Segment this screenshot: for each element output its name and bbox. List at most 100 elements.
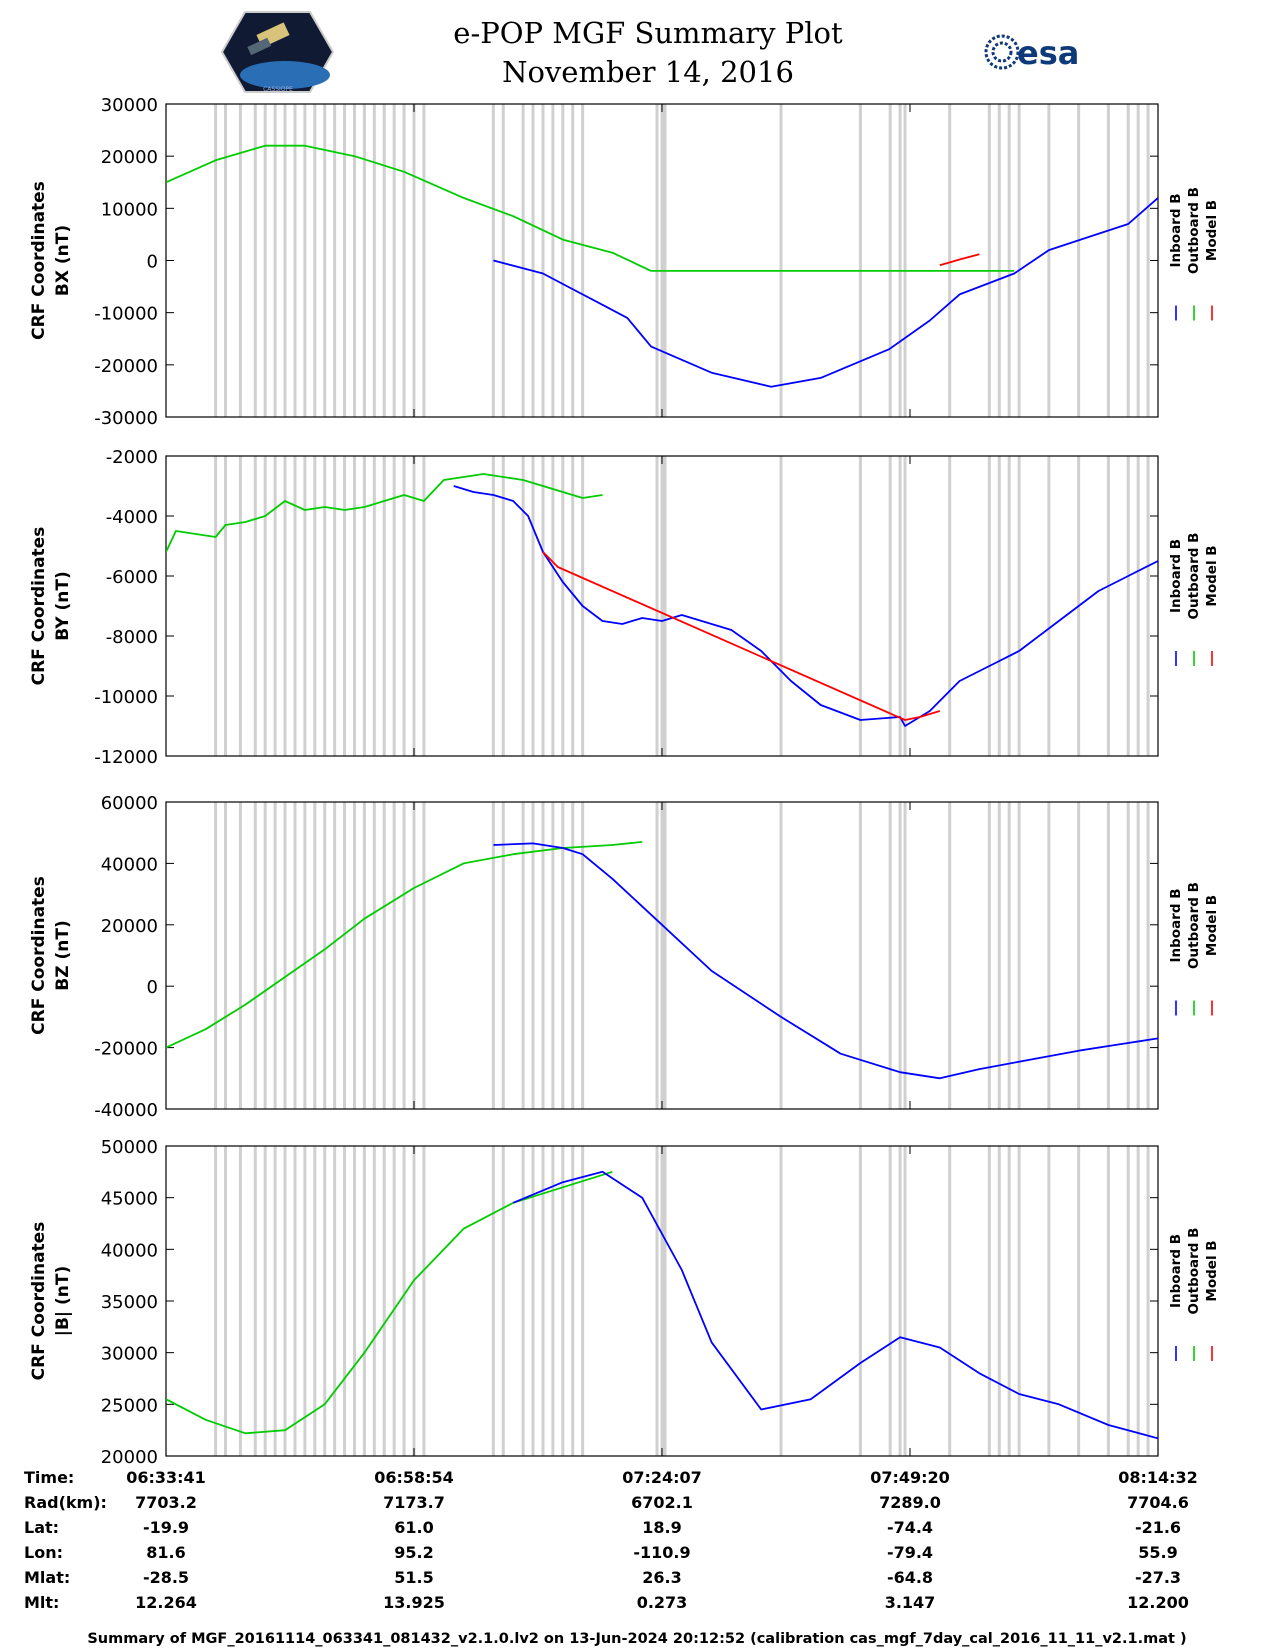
info-row-value: -79.4 [887, 1543, 933, 1562]
mission-logo-text: CASSIOPE [263, 86, 293, 93]
data-gap-band [521, 802, 525, 1109]
data-gap-band [660, 104, 664, 417]
y-tick-label: 50000 [101, 1137, 158, 1158]
legend-label: Model B [1204, 895, 1220, 956]
data-gap-band [1106, 802, 1110, 1109]
data-gap-band [663, 104, 667, 417]
info-row-value: 6702.1 [631, 1493, 693, 1512]
y-tick-label: -12000 [94, 747, 158, 768]
data-gap-band [551, 1146, 555, 1456]
legend: Inboard B Outboard B Model B [1168, 187, 1220, 321]
y-tick-label: -20000 [94, 356, 158, 377]
data-gap-band [402, 104, 406, 417]
data-gap-band [214, 104, 218, 417]
data-gap-band [903, 1146, 907, 1456]
data-gap-band [392, 802, 396, 1109]
data-gap-band [655, 104, 659, 417]
y-tick-label: -10000 [94, 304, 158, 325]
data-gap-band [214, 456, 218, 756]
data-gap-band [1047, 802, 1051, 1109]
y-tick-label: -8000 [106, 627, 158, 648]
info-row-label: Time: [24, 1468, 74, 1487]
data-gap-band [903, 802, 907, 1109]
data-gap-band [898, 802, 902, 1109]
info-row-label: Mlat: [24, 1568, 70, 1587]
data-gap-band [224, 104, 228, 417]
info-row-value: 61.0 [394, 1518, 433, 1537]
data-gap-band [323, 802, 327, 1109]
info-row-value: -110.9 [633, 1543, 690, 1562]
data-gap-band [531, 104, 535, 417]
data-gap-band [273, 104, 277, 417]
data-gap-band [422, 1146, 426, 1456]
info-row-label: Rad(km): [24, 1493, 107, 1512]
data-gap-band [1007, 456, 1011, 756]
data-gap-band [392, 104, 396, 417]
data-gap-band [283, 1146, 287, 1456]
y-axis-unit-label: BX (nT) [53, 225, 73, 296]
data-gap-band [1077, 104, 1081, 417]
data-gap-band [412, 104, 416, 417]
panel-4: 50000 45000 40000 35000 30000 25000 20000 CRF C… [29, 1137, 1220, 1468]
info-row-value: 81.6 [146, 1543, 185, 1562]
y-tick-label: 0 [147, 252, 158, 273]
info-row-value: -19.9 [143, 1518, 189, 1537]
data-gap-bands [214, 104, 1150, 417]
data-gap-band [571, 1146, 575, 1456]
legend-label: Model B [1204, 200, 1220, 261]
y-axis-unit-label: BY (nT) [53, 571, 73, 641]
y-tick-label: 35000 [101, 1292, 158, 1313]
data-gap-band [323, 456, 327, 756]
y-tick-label: 20000 [101, 916, 158, 937]
data-gap-band [501, 1146, 505, 1456]
y-tick-label: -10000 [94, 687, 158, 708]
data-gap-band [313, 104, 317, 417]
y-tick-label: 45000 [101, 1189, 158, 1210]
data-gap-band [997, 104, 1001, 417]
y-tick-label: 20000 [101, 147, 158, 168]
data-gap-band [898, 104, 902, 417]
plot-date: November 14, 2016 [502, 55, 794, 89]
data-gap-band [1007, 802, 1011, 1109]
data-gap-band [362, 104, 366, 417]
data-gap-band [660, 802, 664, 1109]
info-row-value: 07:24:07 [622, 1468, 702, 1487]
info-row-value: 0.273 [637, 1593, 688, 1612]
y-axis-label: CRF Coordinates [29, 1222, 49, 1381]
data-gap-band [663, 1146, 667, 1456]
data-gap-band [382, 1146, 386, 1456]
data-gap-band [412, 1146, 416, 1456]
data-gap-band [1077, 1146, 1081, 1456]
y-tick-label: 25000 [101, 1395, 158, 1416]
data-gap-band [531, 1146, 535, 1456]
series-line-model-b [939, 253, 980, 267]
data-gap-band [372, 456, 376, 756]
legend: Inboard B Outboard B Model B [1168, 533, 1220, 666]
legend-label: Inboard B [1168, 889, 1184, 963]
data-gap-band [253, 104, 257, 417]
y-tick-label: 10000 [101, 199, 158, 220]
series-line-model-b [542, 551, 941, 721]
data-gap-band [491, 802, 495, 1109]
legend-label: Inboard B [1168, 539, 1184, 613]
data-gap-band [1146, 456, 1150, 756]
data-gap-band [422, 802, 426, 1109]
data-gap-band [293, 1146, 297, 1456]
data-gap-band [1047, 104, 1051, 417]
legend-label: Model B [1204, 545, 1220, 606]
legend-label: Outboard B [1186, 882, 1202, 969]
data-gap-band [779, 104, 783, 417]
data-gap-band [779, 802, 783, 1109]
data-gap-band [531, 802, 535, 1109]
info-row-value: 12.200 [1127, 1593, 1189, 1612]
data-gap-band [333, 1146, 337, 1456]
info-row-value: -21.6 [1135, 1518, 1181, 1537]
info-row-value: 06:58:54 [374, 1468, 454, 1487]
y-axis-unit-label: BZ (nT) [53, 920, 73, 990]
data-gap-band [987, 802, 991, 1109]
data-gap-band [1126, 456, 1130, 756]
info-row-value: 12.264 [135, 1593, 197, 1612]
data-gap-band [1146, 104, 1150, 417]
data-gap-band [263, 1146, 267, 1456]
